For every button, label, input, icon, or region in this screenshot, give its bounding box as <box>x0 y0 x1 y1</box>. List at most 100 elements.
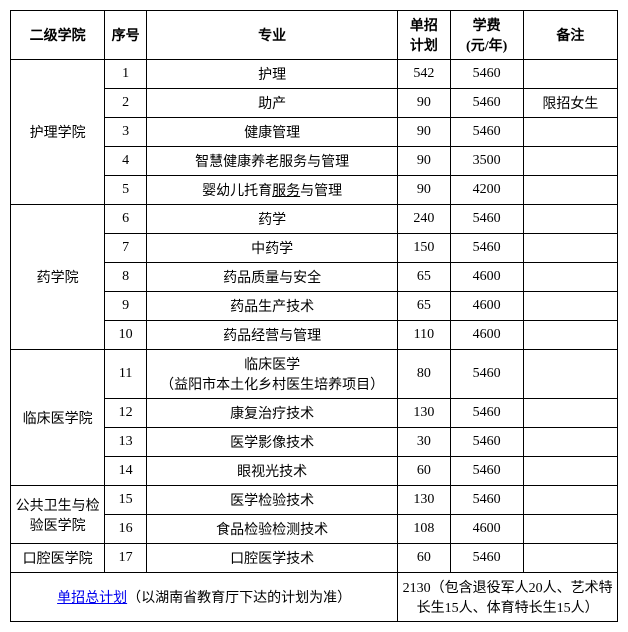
remark-cell <box>523 544 617 573</box>
plan-cell: 90 <box>398 118 450 147</box>
remark-cell <box>523 234 617 263</box>
plan-cell: 130 <box>398 486 450 515</box>
plan-cell: 65 <box>398 263 450 292</box>
fee-cell: 4600 <box>450 292 523 321</box>
plan-cell: 60 <box>398 544 450 573</box>
fee-cell: 4600 <box>450 263 523 292</box>
header-major: 专业 <box>147 11 398 60</box>
table-row: 口腔医学院17口腔医学技术605460 <box>11 544 618 573</box>
college-cell: 公共卫生与检验医学院 <box>11 486 105 544</box>
plan-cell: 130 <box>398 399 450 428</box>
plan-cell: 30 <box>398 428 450 457</box>
remark-cell <box>523 350 617 399</box>
seq-cell: 6 <box>105 205 147 234</box>
major-cell: 健康管理 <box>147 118 398 147</box>
remark-cell <box>523 176 617 205</box>
header-plan: 单招计划 <box>398 11 450 60</box>
seq-cell: 11 <box>105 350 147 399</box>
header-fee: 学费(元/年) <box>450 11 523 60</box>
remark-cell <box>523 147 617 176</box>
total-plan-link[interactable]: 单招总计划 <box>57 591 127 606</box>
seq-cell: 14 <box>105 457 147 486</box>
remark-cell <box>523 428 617 457</box>
seq-cell: 4 <box>105 147 147 176</box>
seq-cell: 17 <box>105 544 147 573</box>
fee-cell: 5460 <box>450 205 523 234</box>
major-cell: 药品生产技术 <box>147 292 398 321</box>
remark-cell <box>523 118 617 147</box>
seq-cell: 16 <box>105 515 147 544</box>
header-row: 二级学院 序号 专业 单招计划 学费(元/年) 备注 <box>11 11 618 60</box>
plan-cell: 90 <box>398 176 450 205</box>
header-seq: 序号 <box>105 11 147 60</box>
footer-label: 单招总计划（以湖南省教育厅下达的计划为准） <box>11 573 398 622</box>
plan-cell: 90 <box>398 147 450 176</box>
table-row: 护理学院1护理5425460 <box>11 60 618 89</box>
remark-cell: 限招女生 <box>523 89 617 118</box>
fee-cell: 4600 <box>450 321 523 350</box>
fee-cell: 5460 <box>450 399 523 428</box>
seq-cell: 5 <box>105 176 147 205</box>
plan-cell: 80 <box>398 350 450 399</box>
major-cell: 眼视光技术 <box>147 457 398 486</box>
seq-cell: 7 <box>105 234 147 263</box>
table-row: 药学院6药学2405460 <box>11 205 618 234</box>
fee-cell: 4200 <box>450 176 523 205</box>
fee-cell: 5460 <box>450 234 523 263</box>
seq-cell: 8 <box>105 263 147 292</box>
remark-cell <box>523 321 617 350</box>
fee-cell: 5460 <box>450 428 523 457</box>
plan-cell: 150 <box>398 234 450 263</box>
major-cell: 护理 <box>147 60 398 89</box>
major-cell: 智慧健康养老服务与管理 <box>147 147 398 176</box>
fee-cell: 5460 <box>450 60 523 89</box>
college-cell: 临床医学院 <box>11 350 105 486</box>
college-cell: 护理学院 <box>11 60 105 205</box>
plan-cell: 240 <box>398 205 450 234</box>
major-cell: 中药学 <box>147 234 398 263</box>
fee-cell: 5460 <box>450 457 523 486</box>
fee-cell: 5460 <box>450 350 523 399</box>
college-cell: 药学院 <box>11 205 105 350</box>
plan-cell: 65 <box>398 292 450 321</box>
major-cell: 口腔医学技术 <box>147 544 398 573</box>
seq-cell: 1 <box>105 60 147 89</box>
fee-cell: 5460 <box>450 89 523 118</box>
table-row: 公共卫生与检验医学院15医学检验技术1305460 <box>11 486 618 515</box>
major-link[interactable]: 服务 <box>272 184 300 199</box>
college-cell: 口腔医学院 <box>11 544 105 573</box>
seq-cell: 15 <box>105 486 147 515</box>
major-cell: 药品质量与安全 <box>147 263 398 292</box>
major-cell: 临床医学（益阳市本土化乡村医生培养项目） <box>147 350 398 399</box>
fee-cell: 5460 <box>450 544 523 573</box>
seq-cell: 13 <box>105 428 147 457</box>
major-cell: 康复治疗技术 <box>147 399 398 428</box>
remark-cell <box>523 399 617 428</box>
enrollment-table: 二级学院 序号 专业 单招计划 学费(元/年) 备注 护理学院1护理542546… <box>10 10 618 622</box>
plan-cell: 60 <box>398 457 450 486</box>
fee-cell: 3500 <box>450 147 523 176</box>
seq-cell: 2 <box>105 89 147 118</box>
remark-cell <box>523 263 617 292</box>
major-cell: 医学检验技术 <box>147 486 398 515</box>
fee-cell: 5460 <box>450 486 523 515</box>
major-cell: 助产 <box>147 89 398 118</box>
plan-cell: 542 <box>398 60 450 89</box>
remark-cell <box>523 292 617 321</box>
fee-cell: 4600 <box>450 515 523 544</box>
major-cell: 药学 <box>147 205 398 234</box>
header-remark: 备注 <box>523 11 617 60</box>
fee-cell: 5460 <box>450 118 523 147</box>
plan-cell: 90 <box>398 89 450 118</box>
header-college: 二级学院 <box>11 11 105 60</box>
major-cell: 食品检验检测技术 <box>147 515 398 544</box>
major-cell: 医学影像技术 <box>147 428 398 457</box>
remark-cell <box>523 486 617 515</box>
remark-cell <box>523 515 617 544</box>
major-cell: 药品经营与管理 <box>147 321 398 350</box>
major-cell: 婴幼儿托育服务与管理 <box>147 176 398 205</box>
remark-cell <box>523 457 617 486</box>
seq-cell: 9 <box>105 292 147 321</box>
remark-cell <box>523 60 617 89</box>
seq-cell: 12 <box>105 399 147 428</box>
